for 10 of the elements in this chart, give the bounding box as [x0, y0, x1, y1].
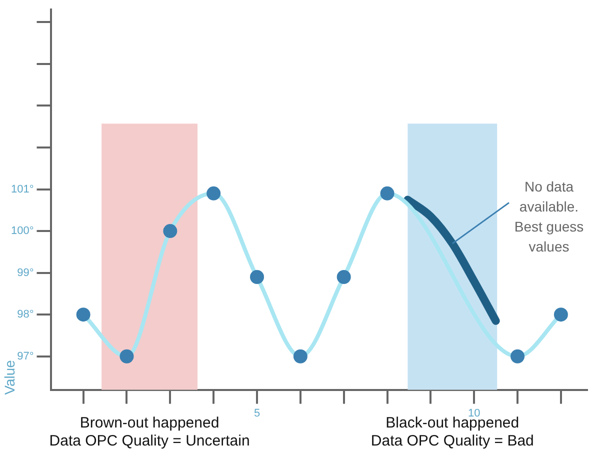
- x-tick-label: 5: [254, 407, 260, 420]
- y-tick-label: 97°: [17, 350, 34, 362]
- y-tick-label: 101°: [10, 183, 34, 196]
- band-label: Brown-out happened Data OPC Quality = Uncertain: [49, 414, 250, 450]
- x-tick-label: 10: [468, 407, 480, 420]
- y-tick-label: 100°: [10, 225, 34, 238]
- y-tick-label: 99°: [17, 266, 34, 279]
- annotation: No data available. Best guess values: [514, 178, 584, 255]
- y-axis-title: Value: [2, 360, 18, 395]
- y-tick-label: 98°: [17, 308, 34, 321]
